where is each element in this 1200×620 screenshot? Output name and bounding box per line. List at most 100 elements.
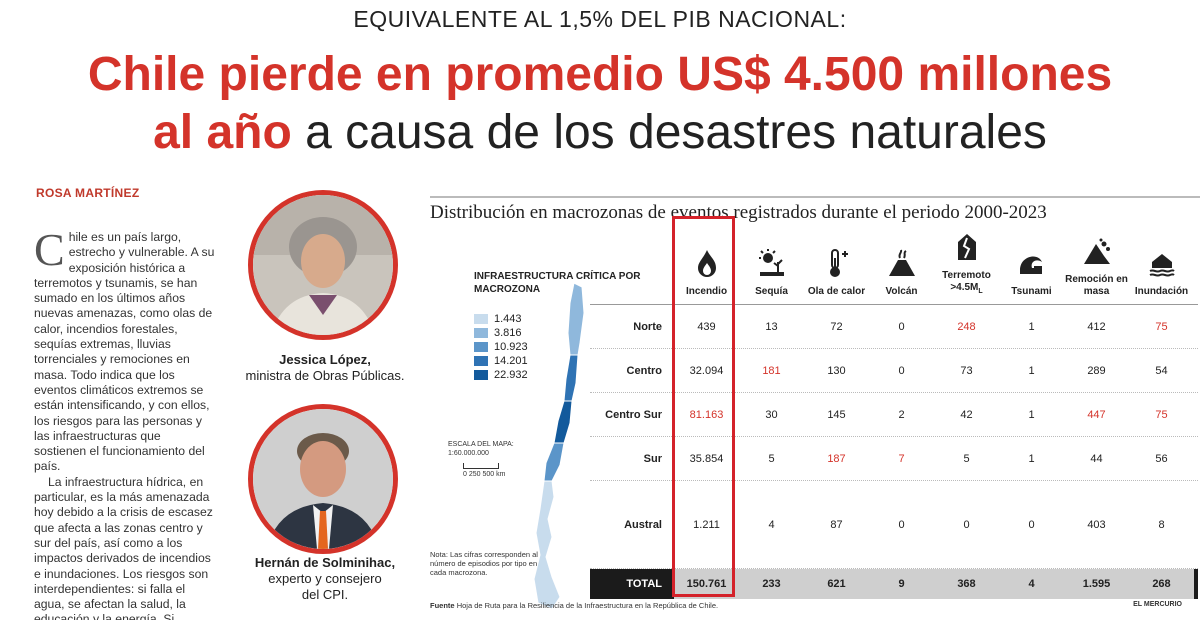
table-row: Norte 439 13 72 0 248 1 412 75 (590, 305, 1198, 349)
table-cell: 1.595 (1064, 569, 1129, 599)
scale-title: ESCALA DEL MAPA: (448, 441, 514, 448)
person-role-line-2: del CPI. (301, 587, 349, 602)
tsunami-icon (1019, 256, 1042, 274)
table-cell: 2 (898, 408, 905, 421)
table-cell: 35.854 (689, 452, 724, 465)
table-cell: 268 (1129, 569, 1194, 599)
table-cell: 181 (762, 364, 781, 377)
person-name: Jessica López, (279, 352, 371, 367)
scale-bar (463, 463, 499, 469)
legend-swatch (474, 342, 488, 352)
person-photo-icon (253, 409, 393, 549)
table-cell: 5 (768, 452, 775, 465)
table-cell: 1 (1028, 320, 1035, 333)
source-label: Fuente (430, 601, 455, 610)
table-cell: 0 (963, 518, 970, 531)
bio-jessica-lopez: Jessica López, ministra de Obras Pública… (220, 352, 430, 384)
column-label: Terremoto >4.5ML (942, 270, 991, 295)
column-label: Volcán (885, 286, 918, 297)
table-row: Centro Sur 81.163 30 145 2 42 1 447 75 (590, 393, 1198, 437)
table-cell: 54 (1155, 364, 1168, 377)
portrait-jessica-lopez (248, 190, 398, 340)
article-paragraph-2: La infraestructura hídrica, en particula… (34, 474, 213, 620)
table-cell: 0 (898, 364, 905, 377)
map-note: Nota: Las cifras corresponden al número … (430, 550, 538, 577)
table-cell: 0 (898, 320, 905, 333)
table-cell: 0 (1028, 518, 1035, 531)
legend-item: 1.443 (474, 312, 528, 326)
drop-cap: C (34, 230, 65, 275)
map-region-sur (543, 442, 565, 482)
legend-item: 22.932 (474, 368, 528, 382)
headline-line-2: al año a causa de los desastres naturale… (0, 104, 1200, 162)
legend-swatch (474, 356, 488, 366)
table-cell: 145 (827, 408, 846, 421)
headline-line-2-rest: a causa de los desastres naturales (291, 106, 1047, 159)
table-cell: 130 (827, 364, 846, 377)
scale-value: 1:60.000.000 (448, 450, 489, 457)
table-cell: 1 (1028, 452, 1035, 465)
table-body: Norte 439 13 72 0 248 1 412 75 Centro 32.094 181 130… (590, 305, 1198, 569)
headline-line-2-red: al año (153, 106, 292, 159)
table-cell: 7 (898, 452, 905, 465)
table-cell: 9 (869, 569, 934, 599)
map-scale: ESCALA DEL MAPA: 1:60.000.000 (448, 440, 514, 458)
table-cell: 233 (739, 569, 804, 599)
table-row: Austral 1.211 4 87 0 0 0 403 8 (590, 481, 1198, 569)
table-cell: 75 (1155, 408, 1168, 421)
table-cell: 8 (1158, 518, 1165, 531)
row-label: Austral (624, 518, 662, 531)
table-cell: 5 (963, 452, 970, 465)
earthquake-icon (957, 234, 976, 260)
table-cell: 44 (1090, 452, 1103, 465)
map-legend: 1.443 3.816 10.923 14.201 22.932 (474, 312, 528, 382)
kicker: EQUIVALENTE AL 1,5% DEL PIB NACIONAL: (353, 6, 847, 32)
column-header-sequia: Sequía (739, 248, 804, 304)
headline: Chile pierde en promedio US$ 4.500 millo… (0, 46, 1200, 162)
landslide-icon (1083, 238, 1110, 264)
table-cell: 4 (768, 518, 775, 531)
table-cell: 42 (960, 408, 973, 421)
row-label: Centro (626, 364, 662, 377)
fire-icon (697, 250, 716, 277)
incendio-highlight-box (672, 216, 735, 597)
map-region-norte (567, 283, 585, 356)
events-table: Incendio Sequía Ola de calor Volcán Terr… (590, 225, 1198, 599)
column-header-terremoto: Terremoto >4.5ML (934, 232, 999, 304)
map-region-centro-sur (553, 400, 573, 444)
legend-item: 14.201 (474, 354, 528, 368)
table-cell: 447 (1087, 408, 1106, 421)
row-label: Sur (643, 452, 662, 465)
column-header-volcan: Volcán (869, 248, 934, 304)
column-header-inundacion: Inundación (1129, 248, 1194, 304)
table-cell: 72 (830, 320, 843, 333)
drought-icon (758, 249, 784, 276)
volcano-icon (888, 249, 915, 276)
table-cell: 81.163 (689, 408, 724, 421)
legend-swatch (474, 370, 488, 380)
headline-line-1: Chile pierde en promedio US$ 4.500 millo… (87, 48, 1113, 101)
map-region-austral (533, 480, 561, 610)
table-cell: 368 (934, 569, 999, 599)
author-byline: ROSA MARTÍNEZ (36, 186, 140, 200)
table-cell: 30 (765, 408, 778, 421)
column-header-incendio: Incendio (674, 248, 739, 304)
table-cell: 289 (1087, 364, 1106, 377)
table-cell: 248 (957, 320, 976, 333)
map-legend-title: INFRAESTRUCTURA CRÍTICA POR MACROZONA (474, 271, 641, 295)
table-row: Centro 32.094 181 130 0 73 1 289 54 (590, 349, 1198, 393)
legend-swatch (474, 314, 488, 324)
table-cell: 0 (898, 518, 905, 531)
flood-icon (1149, 254, 1175, 277)
column-label: Ola de calor (807, 286, 866, 297)
source-note: Fuente Hoja de Ruta para la Resiliencia … (430, 601, 718, 610)
table-row: Sur 35.854 5 187 7 5 1 44 56 (590, 437, 1198, 481)
legend-label: 3.816 (494, 327, 522, 339)
publisher-credit: EL MERCURIO (1133, 601, 1182, 608)
row-label: TOTAL (626, 578, 662, 590)
column-label: Sequía (755, 286, 788, 297)
legend-swatch (474, 328, 488, 338)
table-cell: 56 (1155, 452, 1168, 465)
